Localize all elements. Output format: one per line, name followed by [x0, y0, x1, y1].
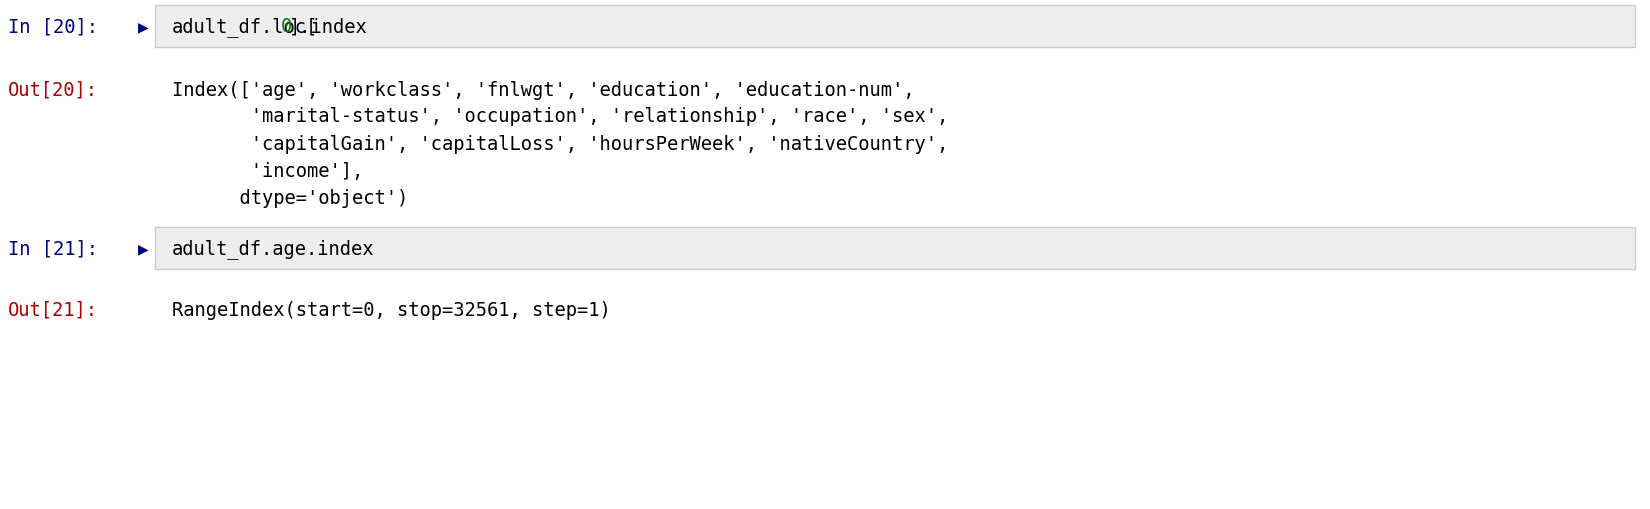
- Text: ▶: ▶: [137, 20, 148, 34]
- Text: RangeIndex(start=0, stop=32561, step=1): RangeIndex(start=0, stop=32561, step=1): [172, 300, 610, 319]
- Bar: [155, 6, 1635, 48]
- Text: 'income'],: 'income'],: [172, 161, 363, 180]
- Text: 'marital-status', 'occupation', 'relationship', 'race', 'sex',: 'marital-status', 'occupation', 'relatio…: [172, 107, 949, 126]
- Text: In [21]:: In [21]:: [8, 239, 97, 258]
- Text: ].index: ].index: [289, 17, 368, 37]
- Text: dtype='object'): dtype='object'): [172, 188, 408, 207]
- Text: ▶: ▶: [137, 242, 148, 256]
- Text: Out[20]:: Out[20]:: [8, 80, 97, 99]
- Text: In [20]:: In [20]:: [8, 17, 97, 37]
- Text: adult_df.loc[: adult_df.loc[: [172, 17, 318, 37]
- Text: 'capitalGain', 'capitalLoss', 'hoursPerWeek', 'nativeCountry',: 'capitalGain', 'capitalLoss', 'hoursPerW…: [172, 134, 949, 153]
- Text: 0: 0: [280, 17, 292, 37]
- Bar: [155, 228, 1635, 269]
- Text: adult_df.age.index: adult_df.age.index: [172, 239, 375, 259]
- Text: Out[21]:: Out[21]:: [8, 300, 97, 319]
- Text: Index(['age', 'workclass', 'fnlwgt', 'education', 'education-num',: Index(['age', 'workclass', 'fnlwgt', 'ed…: [172, 80, 914, 99]
